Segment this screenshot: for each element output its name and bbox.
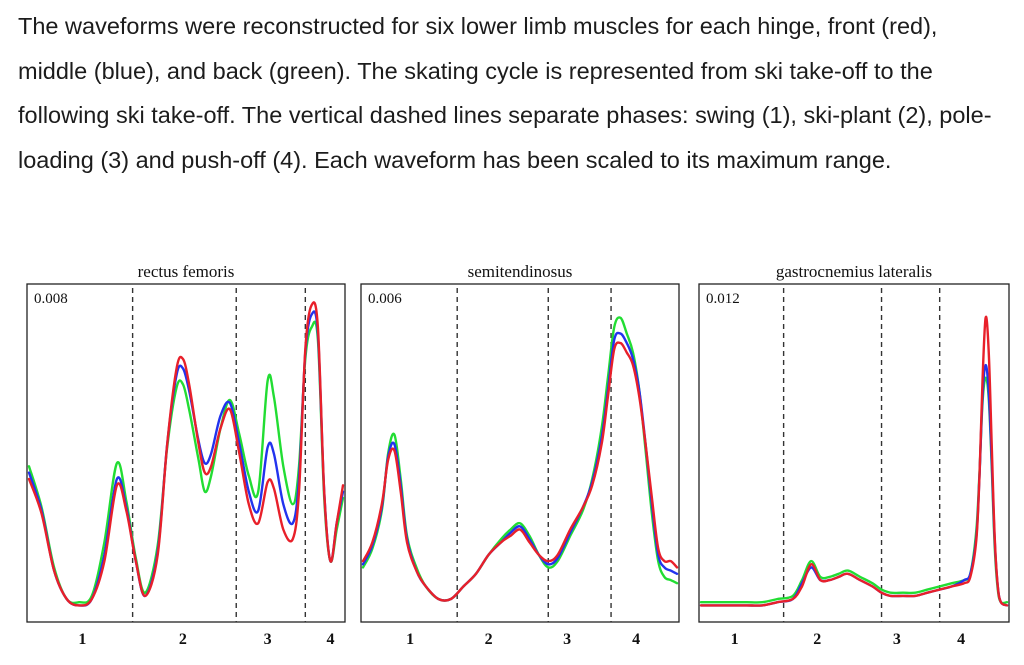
phase-label-2: 2 xyxy=(179,631,187,648)
phase-label-2: 2 xyxy=(813,631,821,648)
series-back-line xyxy=(699,376,1009,605)
phase-label-1: 1 xyxy=(78,631,86,648)
panel-title: rectus femoris xyxy=(138,262,235,281)
phase-label-3: 3 xyxy=(893,631,901,648)
panel-frame xyxy=(360,283,680,623)
phase-label-3: 3 xyxy=(264,631,272,648)
phase-label-3: 3 xyxy=(563,631,571,648)
phase-label-4: 4 xyxy=(326,631,334,648)
scale-label: 0.008 xyxy=(34,291,68,307)
caption-text: The waveforms were reconstructed for six… xyxy=(18,13,992,173)
panel-1: rectus femoris 0.008 1 2 3 4 xyxy=(26,262,346,648)
scale-label: 0.006 xyxy=(368,291,402,307)
panel-frame xyxy=(26,283,346,623)
phase-label-4: 4 xyxy=(632,631,640,648)
panel-title: gastrocnemius lateralis xyxy=(776,262,932,281)
scale-label: 0.012 xyxy=(706,291,740,307)
phase-label-1: 1 xyxy=(406,631,414,648)
emg-waveform-figure: rectus femoris 0.008 1 2 3 4 semitendinosus 0.0… xyxy=(26,262,1010,648)
series-front-line xyxy=(27,301,345,607)
phase-label-2: 2 xyxy=(485,631,493,648)
series-front-line xyxy=(699,315,1009,607)
figure-caption: The waveforms were reconstructed for six… xyxy=(18,4,1008,182)
series-back-line xyxy=(27,320,345,605)
phase-label-1: 1 xyxy=(731,631,739,648)
panel-3: gastrocnemius lateralis 0.012 1 2 3 4 xyxy=(698,262,1010,648)
series-middle-line xyxy=(27,310,345,607)
series-middle-line xyxy=(361,331,679,602)
series-middle-line xyxy=(699,363,1009,607)
panel-frame xyxy=(698,283,1010,623)
series-front-line xyxy=(361,341,679,602)
panel-title: semitendinosus xyxy=(468,262,573,281)
panel-2: semitendinosus 0.006 1 2 3 4 xyxy=(360,262,680,648)
phase-label-4: 4 xyxy=(957,631,965,648)
